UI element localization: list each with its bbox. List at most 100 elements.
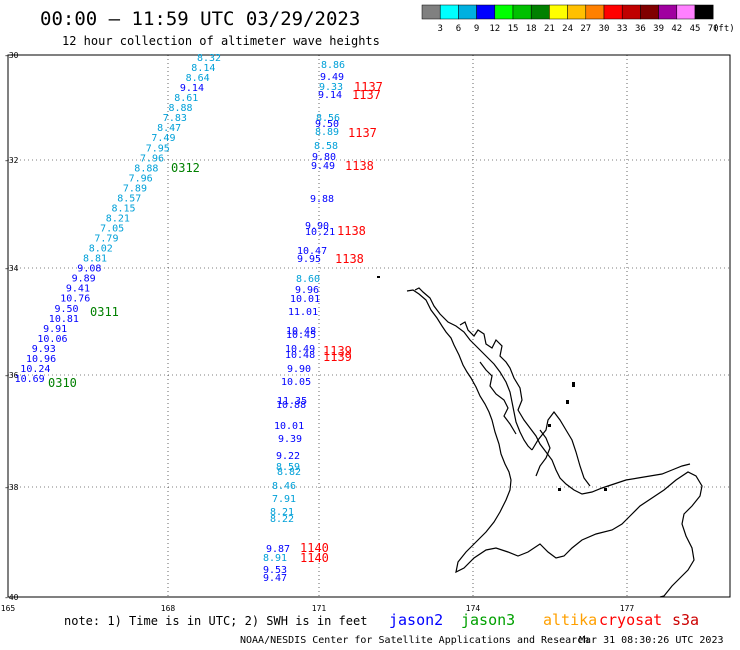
legend-swatch — [621, 4, 641, 20]
legend-swatch — [458, 4, 477, 20]
legend-label: 33 — [617, 24, 628, 34]
wave-height-value: 9.14 — [180, 83, 204, 94]
legend-label: 45 — [690, 24, 701, 34]
pass-time-label: 1140 — [300, 541, 329, 555]
wave-height-value: 8.81 — [83, 254, 107, 265]
wave-height-value: 8.88 — [169, 103, 193, 114]
pass-time-label: 0311 — [90, 305, 119, 319]
wave-height-value: 10.01 — [274, 421, 304, 432]
lon-tick-label: 174 — [466, 604, 481, 613]
pass-time-label: 1137 — [352, 88, 381, 102]
wave-height-value: 9.39 — [278, 434, 302, 445]
pass-time-label: 1139 — [323, 344, 352, 358]
wave-height-value: 8.61 — [174, 93, 198, 104]
wave-height-value: 8.02 — [89, 244, 113, 255]
legend-label: 27 — [580, 24, 591, 34]
wave-height-value: 8.56 — [316, 113, 340, 124]
wave-height-value: 8.46 — [272, 481, 296, 492]
wave-height-value: 8.89 — [315, 127, 339, 138]
legend-swatch — [512, 4, 532, 20]
legend-label: 39 — [653, 24, 664, 34]
pass-time-label: 1138 — [335, 252, 364, 266]
legend-label: 9 — [474, 24, 479, 34]
wave-height-value: 10.45 — [286, 330, 316, 341]
wave-height-value: 10.48 — [285, 350, 315, 361]
wave-height-value: 10.05 — [281, 377, 311, 388]
pass-time-label: 1140 — [300, 551, 329, 565]
wave-height-value: 9.50 — [315, 119, 339, 130]
wave-height-value: 10.06 — [37, 334, 67, 345]
legend-label: 42 — [671, 24, 682, 34]
legend-swatch — [658, 4, 678, 20]
legend-label: 70 — [708, 24, 719, 34]
wave-height-value: 8.15 — [112, 203, 136, 214]
wave-height-value: 9.33 — [319, 82, 343, 93]
wave-height-value: 9.22 — [276, 451, 300, 462]
wave-height-value: 9.91 — [43, 324, 67, 335]
wave-height-value: 8.21 — [106, 213, 130, 224]
legend-swatch — [549, 4, 568, 20]
lon-tick-label: 168 — [161, 604, 176, 613]
wave-height-value: 8.57 — [117, 193, 141, 204]
wave-height-value: 8.64 — [186, 73, 210, 84]
wave-height-value: 9.96 — [295, 285, 319, 296]
wave-height-value: 9.93 — [32, 344, 56, 355]
map-title: 00:00 – 11:59 UTC 03/29/2023 — [40, 8, 360, 30]
wave-height-value: 8.32 — [197, 53, 221, 64]
legend-swatch — [694, 4, 714, 20]
wave-height-value: 7.89 — [123, 183, 147, 194]
wave-height-value: 8.21 — [270, 507, 294, 518]
wave-height-value: 8.22 — [270, 514, 294, 525]
lat-tick-label: -36 — [4, 371, 19, 380]
wave-height-value: 7.49 — [151, 133, 175, 144]
legend-label: 12 — [489, 24, 500, 34]
wave-height-value: 10.24 — [20, 364, 50, 375]
legend-swatch — [567, 4, 587, 20]
legend-label: 15 — [508, 24, 519, 34]
missions-legend: jason2 jason3 altika cryosat s3a — [389, 611, 699, 629]
coastline-islands — [377, 276, 607, 491]
legend-swatch — [585, 4, 605, 20]
lon-tick-label: 171 — [312, 604, 327, 613]
lon-tick-label: 177 — [620, 604, 635, 613]
wave-height-value: 11.35 — [277, 396, 307, 407]
wave-height-value: 10.47 — [297, 246, 327, 257]
legend-label: 36 — [635, 24, 646, 34]
wave-height-value: 7.83 — [163, 113, 187, 124]
legend-label: 30 — [599, 24, 610, 34]
legend-label: 18 — [526, 24, 537, 34]
wave-height-value: 8.88 — [134, 163, 158, 174]
wave-height-value: 10.49 — [285, 344, 315, 355]
wave-height-value: 10.96 — [26, 354, 56, 365]
legend-swatch — [640, 4, 659, 20]
wave-height-value: 9.47 — [263, 573, 287, 584]
legend-swatch — [439, 4, 459, 20]
legend-swatch — [494, 4, 514, 20]
legend-unit: (ft) — [713, 24, 735, 34]
wave-height-value: 10.48 — [286, 326, 316, 337]
wave-height-value: 8.91 — [263, 553, 287, 564]
wave-height-value: 9.89 — [72, 274, 96, 285]
legend-swatch — [476, 4, 496, 20]
footer-note: note: 1) Time is in UTC; 2) SWH is in fe… — [64, 614, 367, 628]
wave-height-value: 7.95 — [146, 143, 170, 154]
wave-height-value: 9.53 — [263, 565, 287, 576]
wave-height-value: 11.01 — [288, 307, 318, 318]
mission-jason3: jason3 — [461, 611, 515, 629]
lat-lon-grid: 165 168 171 174 177 -30 -32 -34 -36 -38 -40 — [1, 51, 730, 613]
wave-height-value: 9.88 — [310, 194, 334, 205]
wave-height-value: 9.08 — [77, 264, 101, 275]
wave-height-value: 10.81 — [49, 314, 79, 325]
wave-height-value: 9.14 — [318, 90, 342, 101]
wave-height-value: 9.41 — [66, 284, 90, 295]
legend-label: 24 — [562, 24, 573, 34]
wave-height-value: 10.21 — [305, 227, 335, 238]
wave-height-value: 8.60 — [296, 274, 320, 285]
wave-height-value: 7.96 — [140, 153, 164, 164]
map-frame — [7, 54, 731, 598]
map-subtitle: 12 hour collection of altimeter wave hei… — [62, 34, 380, 48]
legend-label: 3 — [437, 24, 442, 34]
legend-swatch — [603, 4, 623, 20]
wave-height-value: 7.91 — [272, 494, 296, 505]
